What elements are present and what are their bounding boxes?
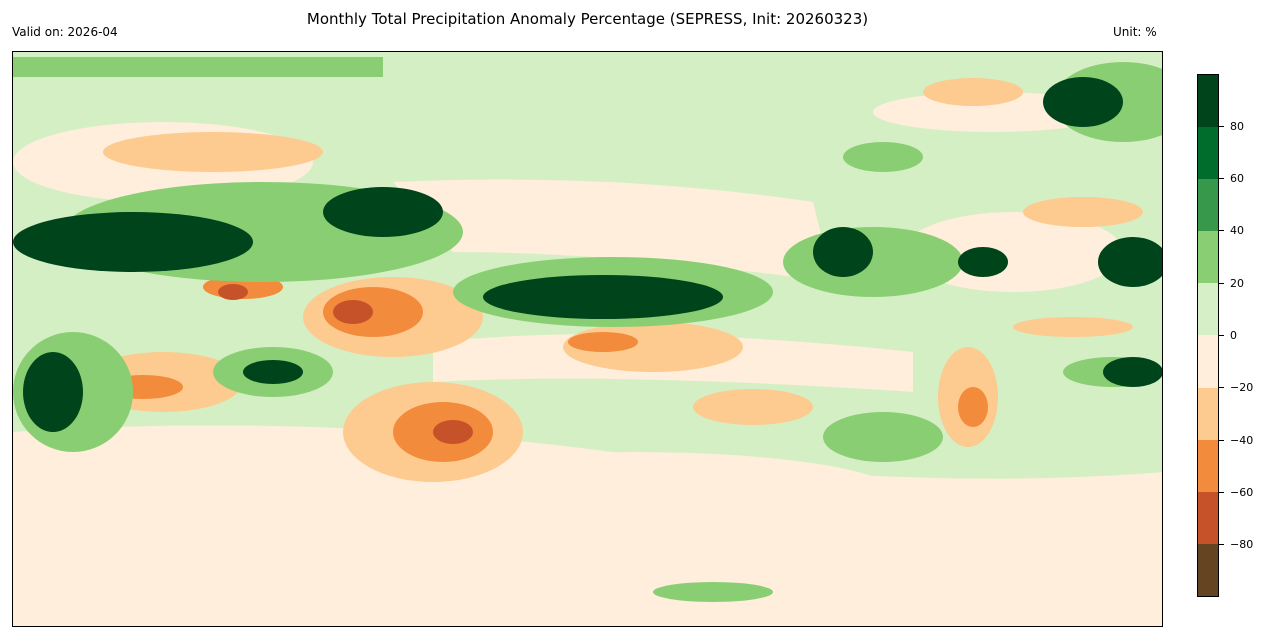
- colorbar-bin: [1198, 75, 1218, 128]
- dry-severe-regions: [218, 284, 473, 444]
- colorbar-tick-label: 60: [1219, 172, 1244, 186]
- colorbar-tick-label: 40: [1219, 224, 1244, 238]
- colorbar-bin: [1198, 283, 1218, 336]
- dry-light-regions: [13, 92, 1162, 626]
- colorbar-bin: [1198, 335, 1218, 388]
- precipitation-anomaly-map: [12, 51, 1163, 627]
- colorbar-bin: [1198, 179, 1218, 232]
- colorbar-tick-label: 80: [1219, 119, 1244, 133]
- colorbar-bin: [1198, 439, 1218, 492]
- colorbar-bin: [1198, 491, 1218, 544]
- colorbar: [1197, 74, 1219, 597]
- colorbar-bin: [1198, 231, 1218, 284]
- chart-title: Monthly Total Precipitation Anomaly Perc…: [306, 10, 869, 28]
- valid-date-label: Valid on: 2026-04: [12, 25, 118, 39]
- colorbar-bin: [1198, 543, 1218, 596]
- colorbar-tick-label: −40: [1219, 433, 1253, 447]
- colorbar-bin: [1198, 387, 1218, 440]
- colorbar-bin: [1198, 127, 1218, 180]
- wet-strong-regions: [13, 77, 1162, 432]
- colorbar-tick-label: −80: [1219, 538, 1253, 552]
- anomaly-field: [13, 57, 1162, 626]
- colorbar-tick-label: −20: [1219, 381, 1253, 395]
- colorbar-tick-label: −60: [1219, 485, 1253, 499]
- unit-label: Unit: %: [1113, 25, 1157, 39]
- colorbar-tick-label: 0: [1219, 329, 1237, 343]
- colorbar-tick-label: 20: [1219, 276, 1244, 290]
